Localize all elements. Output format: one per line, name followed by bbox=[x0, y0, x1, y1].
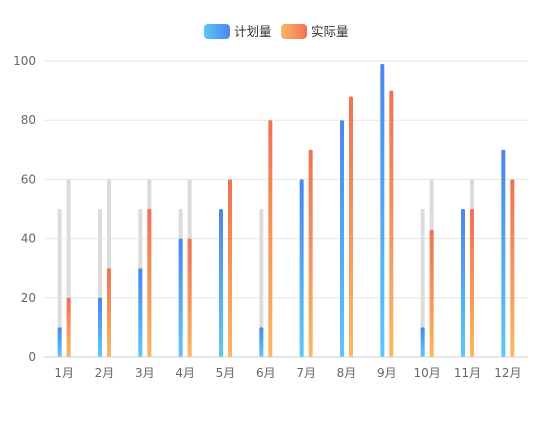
x-tick-label: 4月 bbox=[175, 366, 195, 380]
bar-actual[interactable] bbox=[429, 229, 434, 357]
bar-plan[interactable] bbox=[299, 179, 304, 357]
bar-plan[interactable] bbox=[259, 327, 264, 357]
legend[interactable]: 计划量 实际量 bbox=[204, 24, 349, 39]
x-tick-label: 7月 bbox=[296, 366, 316, 380]
bar-plan[interactable] bbox=[138, 268, 143, 357]
y-tick-label: 60 bbox=[21, 172, 36, 186]
x-axis-tick-labels: 1月 2月 3月 4月 5月 6月 7月 8月 9月 10月 11月 12月 bbox=[54, 366, 521, 380]
bar-actual[interactable] bbox=[389, 90, 394, 357]
bar-actual[interactable] bbox=[308, 149, 313, 357]
bar-actual[interactable] bbox=[510, 179, 515, 357]
legend-swatch-plan bbox=[204, 24, 230, 39]
bar-actual[interactable] bbox=[107, 268, 111, 357]
bar-actual[interactable] bbox=[147, 209, 152, 357]
bar-actual[interactable] bbox=[470, 209, 474, 357]
bar-plan[interactable] bbox=[219, 209, 223, 357]
bar-plan[interactable] bbox=[98, 297, 102, 357]
bar-plan[interactable] bbox=[420, 327, 425, 357]
bars bbox=[57, 63, 515, 358]
x-tick-label: 5月 bbox=[216, 366, 236, 380]
bar-plan-background[interactable] bbox=[259, 209, 264, 357]
legend-swatch-actual bbox=[281, 24, 307, 39]
x-tick-label: 9月 bbox=[377, 366, 397, 380]
bar-plan[interactable] bbox=[340, 120, 344, 357]
bar-actual[interactable] bbox=[187, 238, 192, 357]
legend-label-plan: 计划量 bbox=[234, 24, 272, 39]
y-tick-label: 40 bbox=[21, 232, 36, 246]
legend-item-plan[interactable]: 计划量 bbox=[204, 24, 272, 39]
x-tick-label: 6月 bbox=[256, 366, 276, 380]
y-tick-label: 100 bbox=[13, 54, 36, 68]
bar-actual[interactable] bbox=[66, 297, 71, 357]
bar-plan-background[interactable] bbox=[420, 209, 425, 357]
x-tick-label: 10月 bbox=[414, 366, 441, 380]
legend-label-actual: 实际量 bbox=[311, 24, 349, 39]
bar-plan[interactable] bbox=[380, 63, 385, 358]
x-tick-label: 11月 bbox=[454, 366, 481, 380]
x-tick-label: 1月 bbox=[54, 366, 74, 380]
bar-plan[interactable] bbox=[57, 327, 62, 357]
y-tick-label: 80 bbox=[21, 113, 36, 127]
bar-plan-background[interactable] bbox=[57, 209, 62, 357]
x-tick-label: 2月 bbox=[95, 366, 115, 380]
bar-plan[interactable] bbox=[501, 149, 506, 357]
bar-plan[interactable] bbox=[178, 238, 183, 357]
x-tick-label: 12月 bbox=[494, 366, 521, 380]
bar-actual[interactable] bbox=[349, 96, 353, 358]
x-tick-label: 8月 bbox=[337, 366, 357, 380]
y-axis-tick-labels: 0 20 40 60 80 100 bbox=[13, 54, 36, 364]
x-tick-label: 3月 bbox=[135, 366, 155, 380]
legend-item-actual[interactable]: 实际量 bbox=[281, 24, 349, 39]
grid-lines bbox=[44, 60, 528, 299]
bar-plan[interactable] bbox=[461, 209, 465, 357]
bar-actual[interactable] bbox=[268, 120, 273, 357]
bar-actual[interactable] bbox=[228, 179, 232, 357]
y-tick-label: 20 bbox=[21, 291, 36, 305]
y-tick-label: 0 bbox=[28, 350, 36, 364]
